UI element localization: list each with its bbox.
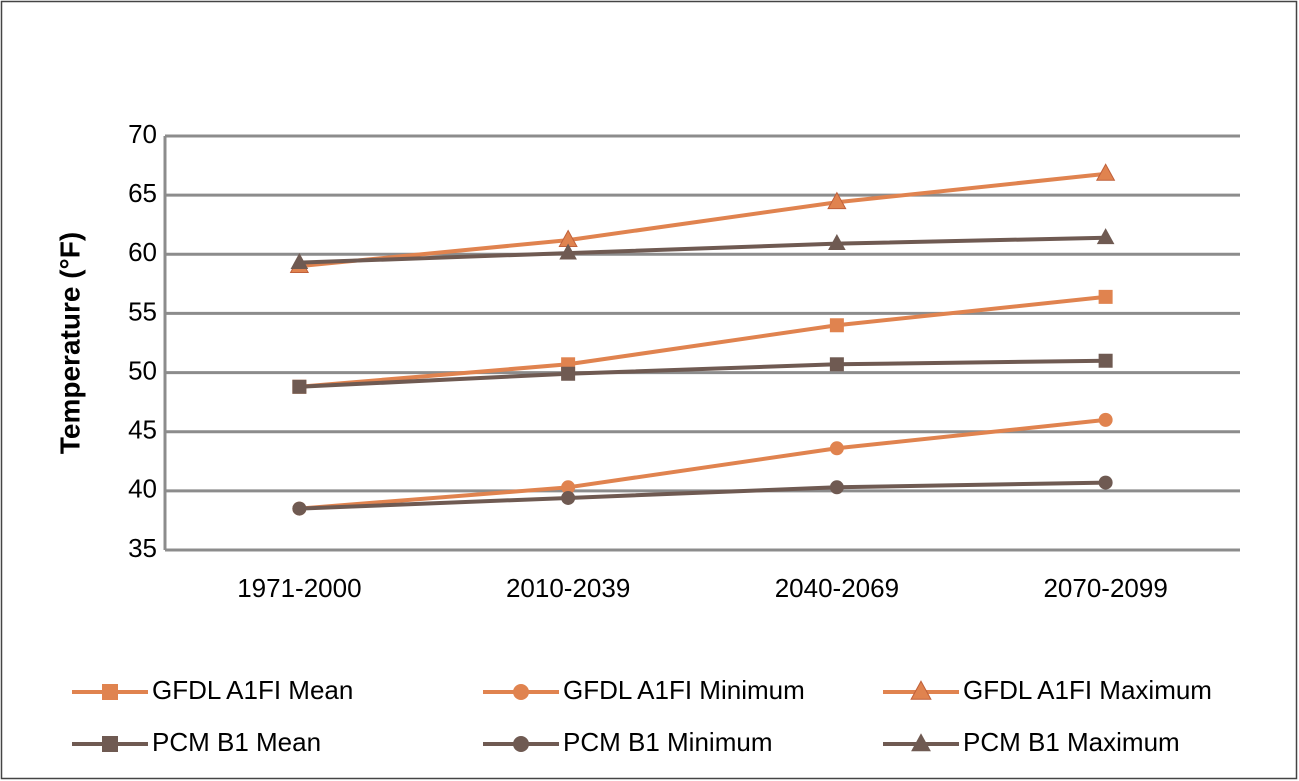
marker [513, 684, 529, 700]
series-line [299, 358, 1106, 389]
marker [561, 490, 576, 505]
marker [910, 680, 932, 700]
series-line [299, 171, 1106, 269]
y-axis-label: Temperature (°F) [54, 232, 85, 454]
marker [1098, 289, 1113, 304]
x-tick-label: 1971-2000 [237, 573, 361, 603]
legend-label: GFDL A1FI Maximum [963, 675, 1212, 705]
marker [1098, 353, 1113, 368]
marker [513, 736, 529, 752]
x-tick-label: 2070-2099 [1043, 573, 1167, 603]
marker [1098, 412, 1113, 427]
x-tick-label: 2040-2069 [775, 573, 899, 603]
y-tick-label: 60 [128, 237, 157, 267]
y-tick-label: 40 [128, 474, 157, 504]
y-tick-label: 45 [128, 415, 157, 445]
marker [561, 366, 576, 381]
marker [911, 733, 931, 752]
marker [829, 318, 844, 333]
marker [828, 234, 846, 251]
marker [1096, 228, 1115, 245]
marker [292, 501, 307, 516]
y-tick-label: 70 [128, 119, 157, 149]
marker [102, 684, 118, 700]
marker [829, 357, 844, 372]
y-tick-label: 35 [128, 533, 157, 563]
marker [102, 736, 118, 752]
series-line [299, 480, 1106, 511]
series-line [299, 294, 1106, 389]
legend-label: PCM B1 Mean [152, 727, 321, 757]
marker [290, 252, 309, 269]
y-tick-label: 55 [128, 296, 157, 326]
marker [1095, 163, 1116, 181]
marker [559, 243, 577, 260]
legend-label: GFDL A1FI Minimum [563, 675, 805, 705]
marker [292, 379, 307, 394]
x-tick-label: 2010-2039 [506, 573, 630, 603]
marker [1098, 475, 1113, 490]
marker [829, 480, 844, 495]
legend-label: GFDL A1FI Mean [152, 675, 353, 705]
y-tick-label: 50 [128, 355, 157, 385]
legend-label: PCM B1 Maximum [963, 727, 1180, 757]
series-line [299, 417, 1106, 511]
legend-label: PCM B1 Minimum [563, 727, 772, 757]
marker [561, 480, 576, 495]
marker [829, 441, 844, 456]
y-tick-label: 65 [128, 178, 157, 208]
marker [827, 191, 847, 210]
series-line [299, 235, 1106, 265]
